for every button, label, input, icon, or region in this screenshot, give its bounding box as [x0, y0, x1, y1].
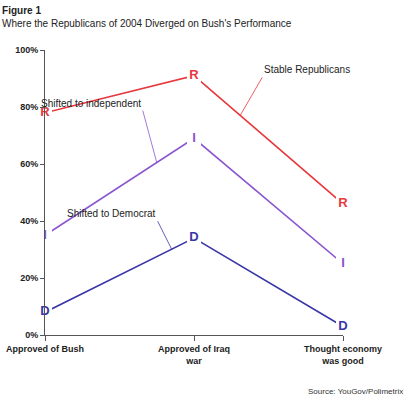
svg-text:Shifted to independent: Shifted to independent: [41, 98, 141, 109]
svg-text:80%: 80%: [20, 102, 38, 112]
svg-text:R: R: [189, 67, 199, 82]
svg-text:60%: 60%: [20, 159, 38, 169]
svg-text:D: D: [189, 229, 198, 244]
svg-text:R: R: [338, 195, 348, 210]
svg-text:Approved of Bush: Approved of Bush: [6, 344, 84, 354]
svg-text:Stable Republicans: Stable Republicans: [264, 64, 350, 75]
svg-text:20%: 20%: [20, 273, 38, 283]
svg-text:I: I: [192, 130, 196, 145]
svg-text:I: I: [43, 227, 47, 242]
svg-text:Source: YouGov/Polimetrix: Source: YouGov/Polimetrix: [308, 387, 403, 396]
svg-text:D: D: [338, 318, 347, 333]
svg-text:Shifted to Democrat: Shifted to Democrat: [67, 208, 156, 219]
svg-text:R: R: [40, 104, 50, 119]
svg-text:Approved of Iraqwar: Approved of Iraqwar: [158, 344, 230, 366]
svg-text:Thought economywas good: Thought economywas good: [304, 344, 382, 366]
svg-text:I: I: [341, 255, 345, 270]
svg-text:100%: 100%: [15, 45, 38, 55]
svg-text:D: D: [40, 303, 49, 318]
svg-text:Figure 1Where the Republicans: Figure 1Where the Republicans of 2004 Di…: [2, 5, 292, 29]
svg-text:40%: 40%: [20, 216, 38, 226]
svg-text:0%: 0%: [25, 330, 38, 340]
